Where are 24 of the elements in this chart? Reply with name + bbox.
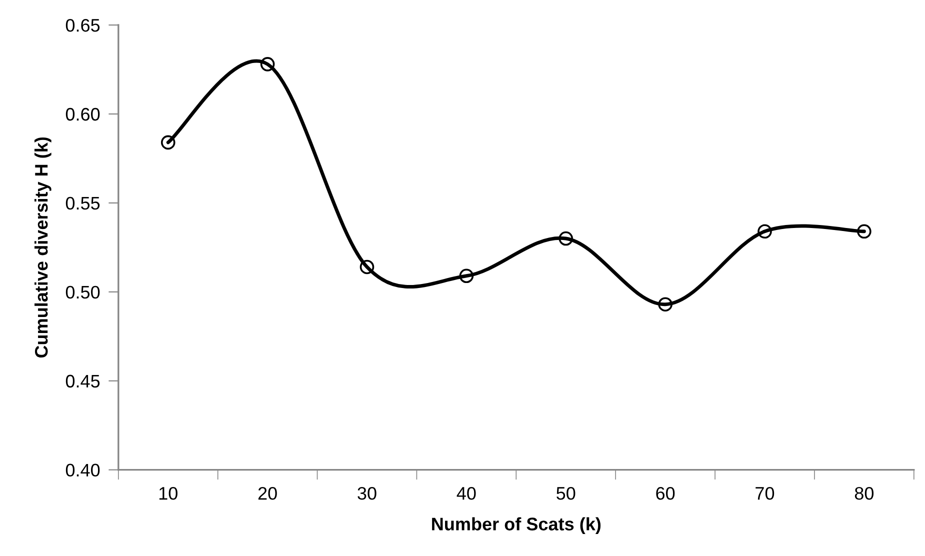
point (558, 231, 574, 246)
point (857, 224, 872, 239)
y-tick-label: 0.45 (66, 374, 100, 388)
y-tick-label: 0.40 (66, 464, 100, 477)
x-axis-title: Number of Scats (k) (432, 517, 601, 534)
point (459, 268, 474, 284)
x-tick-label: 40 (456, 486, 476, 500)
point (758, 224, 772, 239)
y-tick-label: 0.65 (66, 18, 100, 32)
x-tick-label: 60 (656, 486, 675, 500)
y-tick-label: 0.50 (66, 286, 100, 299)
x-tick-label: 30 (358, 486, 376, 500)
point (260, 57, 275, 72)
point (658, 297, 672, 312)
x-tick-label: 10 (159, 486, 178, 500)
y-tick-label: 0.60 (66, 108, 100, 121)
point (360, 260, 374, 274)
x-tick-label: 20 (258, 486, 277, 500)
x-tick-label: 70 (756, 486, 774, 500)
x-tick-label: 50 (556, 486, 576, 500)
point (160, 135, 176, 150)
y-axis-title: Cumulative diversity H (k) (34, 137, 52, 358)
x-tick-label: 80 (854, 486, 874, 500)
y-tick-label: 0.55 (66, 196, 100, 210)
